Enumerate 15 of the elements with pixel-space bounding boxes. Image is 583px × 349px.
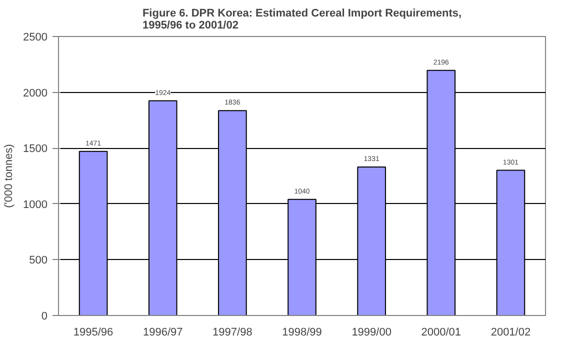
y-tick-label: 1500	[23, 143, 48, 156]
chart-title: Figure 6. DPR Korea: Estimated Cereal Import Requirements, 1995/96 to 2001/02	[142, 8, 462, 32]
y-tick-label: 0	[41, 310, 48, 322]
x-tick-label: 1998/99	[282, 326, 322, 338]
x-tick-label: 1996/97	[142, 326, 183, 338]
x-tick-label: 1995/96	[73, 326, 114, 338]
y-tick-label: 2000	[23, 87, 48, 100]
y-tick-label: 1000	[23, 198, 48, 211]
x-tick-label: 2000/01	[421, 326, 462, 338]
y-tick-label: 2500	[23, 32, 48, 44]
x-tick-label: 2001/02	[490, 326, 531, 338]
x-tick-label: 1999/00	[352, 326, 392, 338]
y-axis-title: ('000 tonnes)	[3, 144, 16, 208]
x-tick-label: 1997/98	[212, 326, 252, 338]
y-tick-label: 500	[29, 254, 48, 267]
